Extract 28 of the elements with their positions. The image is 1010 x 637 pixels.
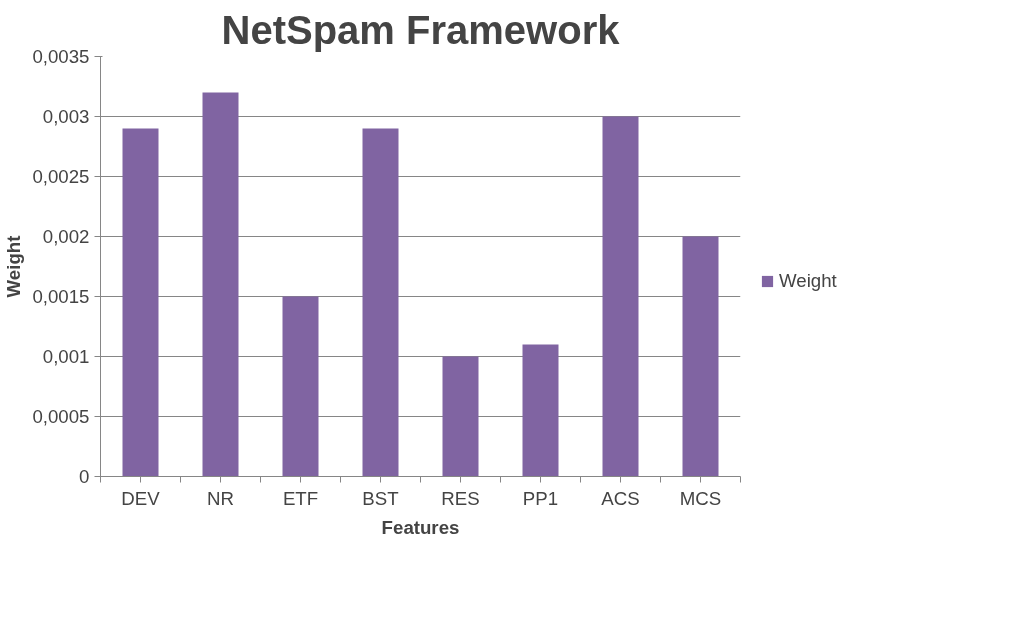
x-tick-label: RES — [441, 487, 480, 509]
y-axis-title: Weight — [3, 235, 25, 298]
y-tick-label: 0,003 — [42, 106, 90, 127]
y-tick-label: 0,002 — [42, 226, 90, 247]
chart-title: NetSpam Framework — [221, 7, 621, 52]
y-tick-label: 0,0025 — [32, 166, 90, 187]
x-tick-label: NR — [207, 487, 234, 509]
bar — [122, 128, 159, 477]
x-axis-title: Features — [381, 516, 460, 538]
bar — [602, 116, 639, 477]
x-tick-label: BST — [362, 487, 399, 509]
bar — [362, 128, 399, 477]
y-tick-label: 0,0005 — [32, 406, 90, 427]
bar — [522, 344, 559, 477]
y-tick-label: 0,0035 — [32, 46, 90, 67]
bar — [682, 236, 719, 477]
bar — [282, 296, 319, 477]
x-tick-label: ETF — [282, 487, 319, 509]
x-tick-label: DEV — [121, 487, 161, 509]
bar — [442, 356, 479, 477]
bar — [202, 92, 239, 477]
x-tick-label: MCS — [679, 487, 722, 509]
x-tick-label: ACS — [601, 487, 640, 509]
y-tick-label: 0,001 — [42, 346, 90, 367]
y-tick-label: 0 — [79, 466, 90, 487]
legend-label: Weight — [779, 270, 837, 292]
y-tick-label: 0,0015 — [32, 286, 90, 307]
x-tick-label: PP1 — [522, 487, 559, 509]
